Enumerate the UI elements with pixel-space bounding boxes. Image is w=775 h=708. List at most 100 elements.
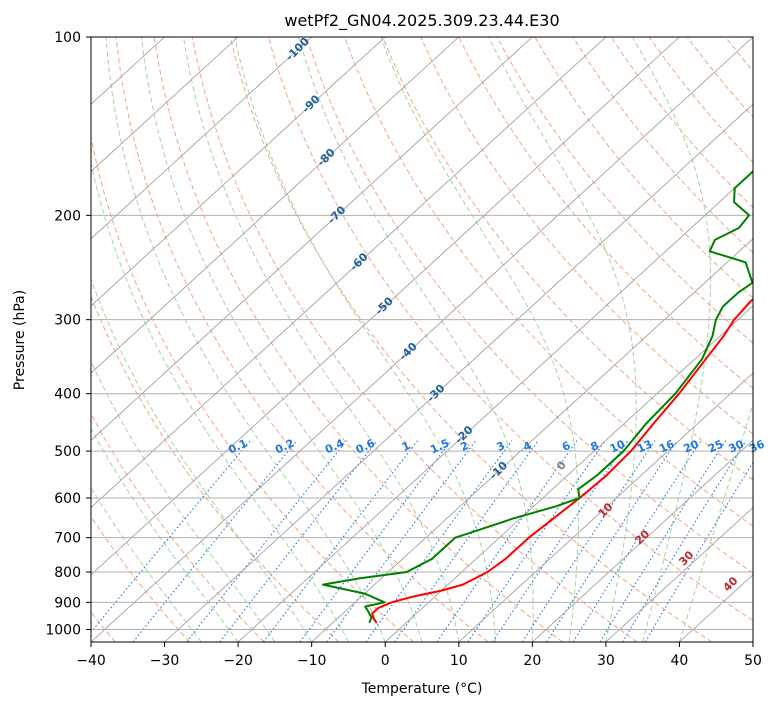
mixing-ratio-line: [622, 440, 747, 642]
mixing-ratio-line: [436, 440, 578, 642]
moist-adiabat-labels: 0 10 20 30 40: [554, 458, 741, 594]
isotherm-line: [679, 574, 753, 642]
dry-adiabat-line: [572, 37, 753, 254]
sounding-profiles: [322, 170, 753, 624]
moist-adiabat-line: [380, 37, 580, 642]
mixing-ratio-label: 1: [400, 439, 412, 454]
moist-adiabat-label: 10: [596, 500, 616, 520]
dry-adiabat-line: [610, 37, 753, 209]
y-axis-title: Pressure (hPa): [12, 290, 28, 390]
isotherm-line: [91, 37, 239, 172]
isotherm-line: [91, 37, 753, 642]
x-tick-label: 40: [671, 653, 689, 669]
isotherm-line: [458, 372, 753, 642]
isotherm-line: [237, 170, 753, 642]
isotherm-label: -100: [283, 35, 312, 64]
moist-adiabat-line: [183, 37, 460, 642]
moist-adiabat-line: [234, 37, 497, 642]
moist-adiabat-line: [141, 37, 423, 642]
moist-adiabat-line: [632, 37, 712, 642]
y-tick-label: 900: [54, 595, 81, 611]
isotherm-line: [91, 37, 386, 307]
mixing-ratio-line: [522, 440, 656, 642]
moist-adiabat-line: [91, 278, 313, 642]
isotherm-line: [384, 305, 753, 642]
dry-adiabat-line: [648, 37, 753, 164]
x-tick-label: −20: [223, 653, 253, 669]
mixing-ratio-label: 10: [608, 437, 628, 455]
isotherm-line: [91, 37, 533, 441]
isotherm-line: [91, 37, 460, 374]
y-tick-label: 600: [54, 491, 81, 507]
mixing-ratio-label: 6: [560, 439, 573, 454]
isotherm-line: [91, 37, 607, 509]
moist-adiabat-label: 0: [554, 458, 569, 473]
dry-adiabat-line: [420, 37, 753, 435]
mixing-ratio-label: 20: [681, 437, 701, 455]
mixing-ratio-label: 30: [727, 437, 747, 455]
y-tick-label: 200: [54, 208, 81, 224]
mixing-ratio-line: [326, 440, 477, 642]
x-axis-title: Temperature (°C): [361, 681, 483, 697]
mixing-ratio-line: [467, 440, 606, 642]
dry-adiabat-line: [382, 37, 753, 481]
isotherm-labels: -100-90-80-70-60-50-40-30-20-10: [283, 35, 510, 482]
mixing-ratio-line: [492, 440, 629, 642]
dry-adiabat-line: [267, 37, 753, 622]
dewpoint-profile-line: [322, 170, 753, 624]
dry-adiabat-line: [229, 37, 713, 642]
plot-frame: [90, 36, 754, 643]
dry-adiabat-line: [305, 37, 753, 574]
dry-adiabat-line: [686, 37, 753, 118]
dry-adiabat-line: [763, 37, 775, 642]
mixing-ratio-line: [572, 440, 702, 642]
isotherm-line: [752, 641, 753, 642]
moist-adiabat-line: [488, 37, 637, 642]
isotherm-line: [164, 103, 753, 642]
mixing-ratio-line: [263, 440, 419, 642]
dry-adiabat-line: [115, 37, 489, 642]
moist-adiabat-line: [298, 37, 534, 642]
mixing-ratio-label: 16: [657, 437, 677, 455]
x-tick-label: 10: [450, 653, 468, 669]
mixing-ratio-label: 36: [747, 437, 767, 455]
isotherms: [91, 37, 753, 642]
y-tick-label: 300: [54, 313, 81, 329]
dry-adiabat-line: [724, 37, 753, 72]
y-axis: 100 200 300 400 500 600 700 800 900 1000: [45, 30, 91, 638]
moist-adiabat-line: [91, 360, 276, 642]
moist-adiabat-line: [91, 427, 239, 642]
mixing-ratio-line: [186, 440, 348, 642]
moist-adiabat-line: [91, 487, 202, 642]
dry-adiabat-line: [153, 37, 563, 642]
isotherm-line: [91, 37, 680, 576]
y-tick-label: 100: [54, 30, 81, 46]
dry-adiabat-line: [91, 515, 191, 642]
y-tick-label: 800: [54, 565, 81, 581]
mixing-ratio-line: [91, 440, 251, 633]
temperature-profile-line: [371, 297, 753, 624]
x-tick-label: 20: [523, 653, 541, 669]
x-tick-label: −40: [76, 653, 106, 669]
mixing-ratio-labels: 0.1 0.2 0.4 0.6 1 1.5 2 3 4 6 8 10 13 16 20 25 30 36: [226, 436, 767, 456]
isotherm-line: [311, 238, 753, 642]
y-tick-label: 1000: [45, 622, 81, 638]
mixing-ratio-line: [219, 440, 378, 642]
moist-adiabat-line: [678, 401, 753, 642]
mixing-ratio-line: [365, 440, 513, 642]
dry-adiabat-line: [91, 412, 265, 642]
isotherm-line: [605, 506, 753, 642]
y-tick-label: 500: [54, 444, 81, 460]
mixing-ratio-line: [644, 461, 753, 642]
mixing-ratio-line: [546, 440, 678, 642]
dry-adiabats: [91, 37, 775, 642]
mixing-ratio-line: [599, 440, 727, 642]
dry-adiabat-line: [344, 37, 753, 527]
mixing-ratio-line: [132, 440, 298, 642]
mixing-ratio-lines: [91, 440, 753, 642]
dry-adiabat-line: [496, 37, 753, 344]
mixing-ratio-label: 0.1: [226, 437, 249, 457]
x-tick-label: 0: [381, 653, 390, 669]
dry-adiabat-line: [534, 37, 753, 299]
